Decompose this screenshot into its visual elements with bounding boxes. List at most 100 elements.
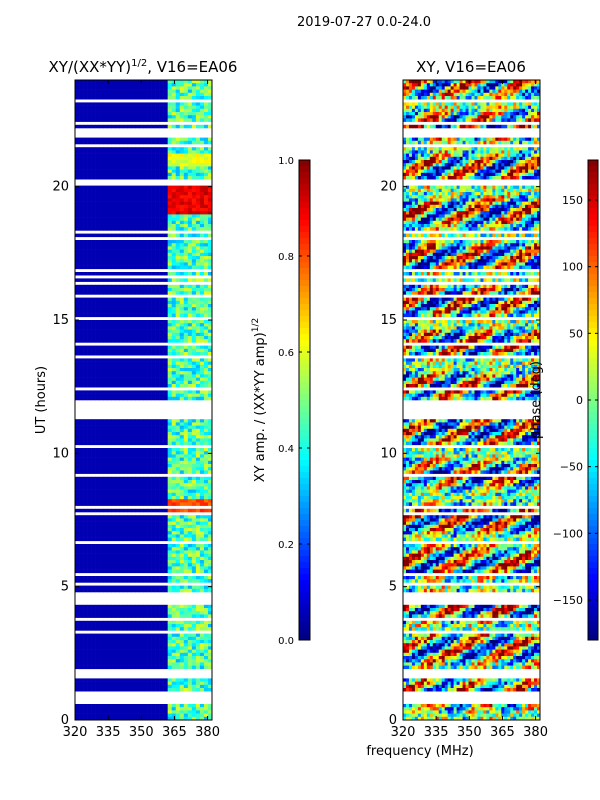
heatmap-cell — [131, 326, 136, 330]
heatmap-cell — [175, 508, 181, 513]
heatmap-cell — [203, 518, 209, 522]
heatmap-cell — [131, 614, 136, 618]
heatmap-cell — [111, 457, 116, 462]
heatmap-cell — [151, 243, 156, 247]
heatmap-cell — [87, 140, 92, 145]
heatmap-cell — [83, 339, 88, 343]
heatmap-cell — [163, 384, 168, 388]
heatmap-cell — [107, 339, 112, 343]
heatmap-cell — [83, 438, 88, 442]
heatmap-cell — [123, 521, 128, 526]
heatmap-cell — [183, 636, 189, 641]
heatmap-cell — [83, 166, 88, 170]
heatmap-cell — [79, 246, 84, 250]
heatmap-cell — [123, 332, 128, 337]
heatmap-cell — [103, 454, 108, 458]
heatmap-cell — [147, 566, 152, 570]
heatmap-cell — [207, 102, 212, 106]
heatmap-cell — [155, 176, 160, 180]
heatmap-cell — [155, 217, 160, 222]
heatmap-cell — [139, 336, 144, 340]
heatmap-cell — [175, 486, 181, 490]
heatmap-cell — [99, 652, 104, 657]
heatmap-cell — [191, 246, 197, 250]
heatmap-cell — [187, 489, 193, 494]
heatmap-cell — [115, 518, 120, 522]
heatmap-cell — [75, 300, 80, 305]
heatmap-cell — [75, 310, 80, 314]
heatmap-cell — [191, 83, 197, 87]
heatmap-cell — [203, 112, 209, 116]
heatmap-cell — [119, 524, 124, 529]
heatmap-cell — [143, 150, 148, 154]
heatmap-cell — [175, 192, 181, 196]
heatmap-cell — [179, 636, 185, 641]
heatmap-cell — [195, 204, 201, 209]
heatmap-cell — [163, 396, 168, 401]
heatmap-cell — [175, 521, 181, 526]
heatmap-cell — [119, 185, 124, 190]
heatmap-cell — [123, 246, 128, 250]
heatmap-cell — [175, 620, 181, 625]
heatmap-cell — [203, 345, 209, 350]
heatmap-cell — [79, 662, 84, 666]
heatmap-cell — [191, 435, 197, 439]
heatmap-cell — [199, 422, 205, 426]
heatmap-cell — [79, 521, 84, 526]
heatmap-cell — [107, 665, 112, 670]
heatmap-cell — [79, 467, 84, 471]
heatmap-cell — [147, 259, 152, 263]
heatmap-cell — [135, 656, 140, 660]
heatmap-cell — [207, 214, 212, 218]
heatmap-cell — [167, 227, 173, 231]
heatmap-cell — [107, 201, 112, 206]
heatmap-cell — [171, 636, 177, 641]
heatmap-cell — [167, 588, 173, 593]
heatmap-cell — [163, 243, 168, 247]
heatmap-cell — [131, 489, 136, 494]
heatmap-cell — [99, 220, 104, 225]
heatmap-cell — [207, 192, 212, 196]
heatmap-cell — [187, 537, 193, 542]
heatmap-cell — [147, 620, 152, 625]
heatmap-cell — [131, 377, 136, 382]
heatmap-cell — [135, 560, 140, 564]
heatmap-cell — [175, 448, 181, 452]
heatmap-cell — [115, 502, 120, 506]
heatmap-cell — [139, 252, 144, 257]
heatmap-cell — [199, 108, 205, 113]
heatmap-cell — [143, 451, 148, 455]
heatmap-cell — [131, 374, 136, 378]
heatmap-cell — [139, 233, 144, 238]
heatmap-cell — [207, 265, 212, 270]
heatmap-cell — [147, 326, 152, 330]
heatmap-cell — [115, 86, 120, 90]
heatmap-cell — [179, 214, 185, 218]
heatmap-cell — [167, 204, 173, 209]
heatmap-cell — [151, 137, 156, 142]
heatmap-cell — [139, 476, 144, 481]
heatmap-cell — [179, 428, 185, 433]
heatmap-cell — [183, 524, 189, 529]
heatmap-cell — [143, 460, 148, 465]
heatmap-cell — [139, 217, 144, 222]
heatmap-cell — [147, 425, 152, 430]
heatmap-cell — [175, 566, 181, 570]
heatmap-cell — [171, 233, 177, 238]
heatmap-cell — [135, 185, 140, 190]
heatmap-cell — [187, 515, 193, 519]
heatmap-cell — [207, 393, 212, 398]
heatmap-cell — [95, 438, 100, 442]
heatmap-cell — [103, 249, 108, 254]
heatmap-cell — [151, 390, 156, 394]
heatmap-cell — [175, 662, 181, 666]
heatmap-cell — [171, 243, 177, 247]
heatmap-cell — [119, 643, 124, 647]
heatmap-cell — [87, 457, 92, 462]
heatmap-cell — [207, 233, 212, 238]
heatmap-cell — [167, 358, 173, 362]
heatmap-cell — [195, 115, 201, 119]
heatmap-cell — [151, 624, 156, 628]
heatmap-cell — [87, 83, 92, 87]
heatmap-cell — [199, 528, 205, 532]
